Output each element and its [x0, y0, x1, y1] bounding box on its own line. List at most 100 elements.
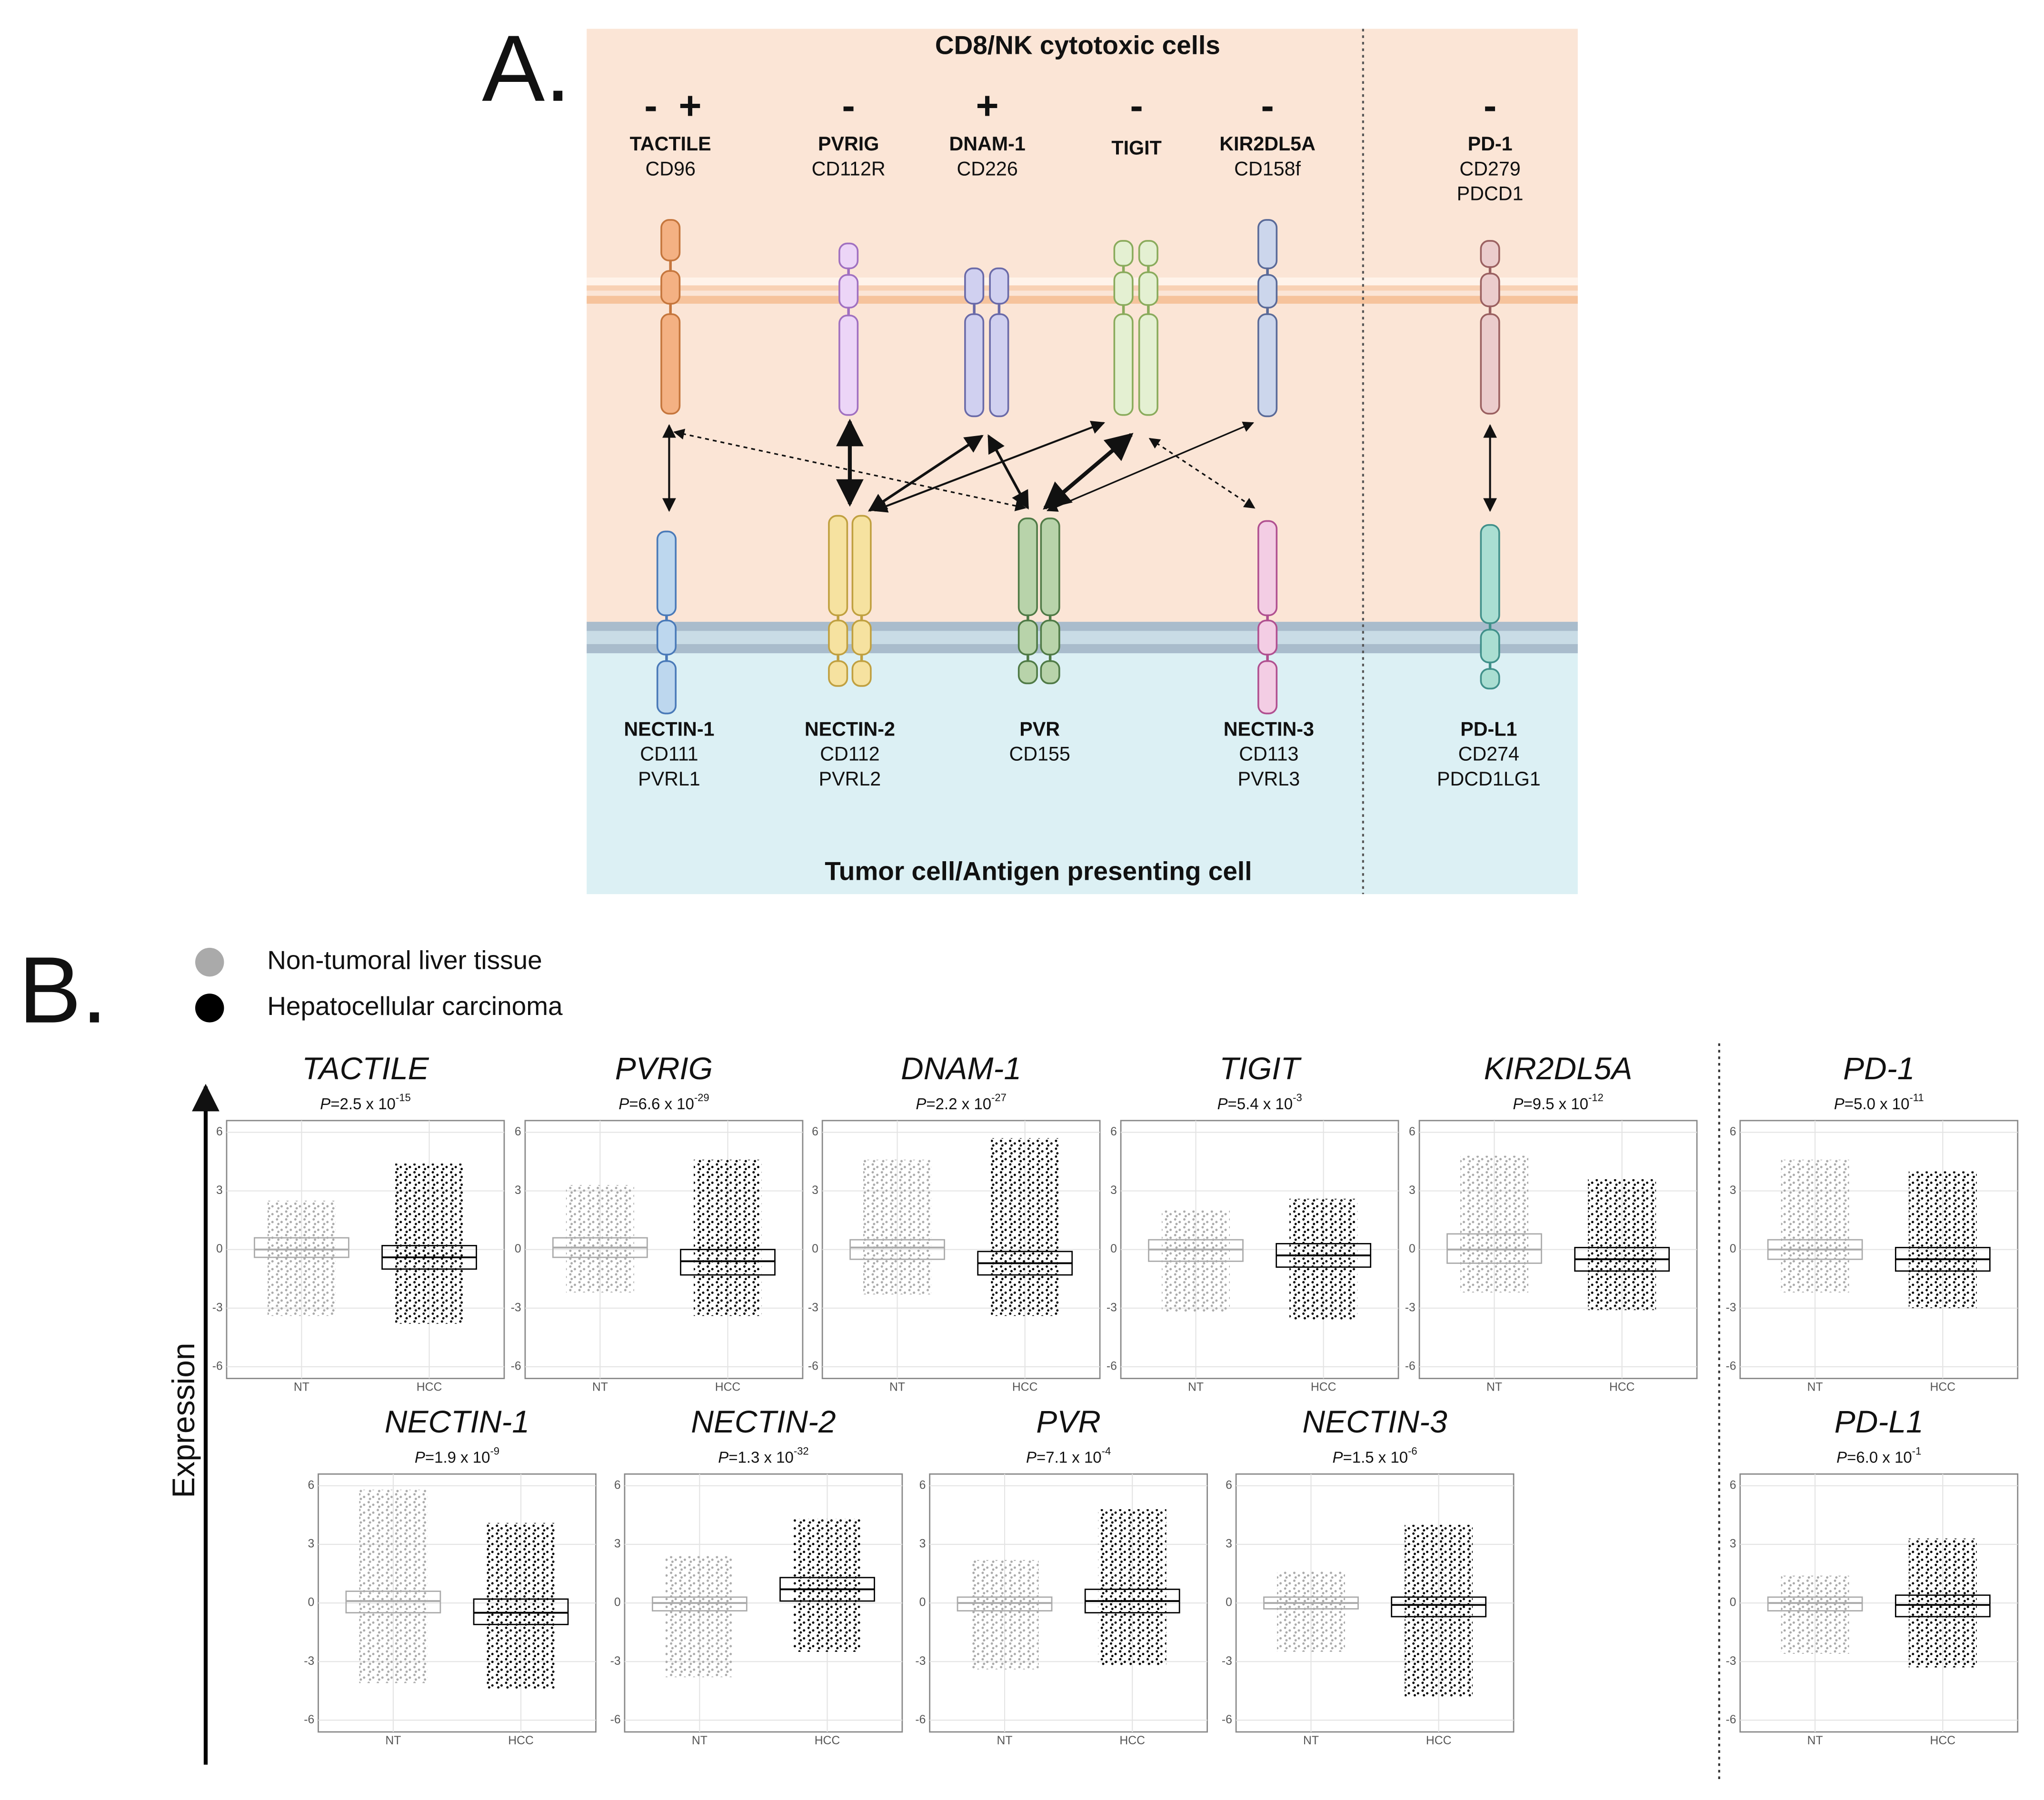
y-tick-label: 6 — [1409, 1125, 1416, 1138]
domain — [964, 267, 985, 305]
y-tick-label: 0 — [812, 1243, 818, 1255]
y-tick-label: 6 — [614, 1479, 621, 1492]
box — [651, 1596, 748, 1611]
y-tick-label: -3 — [1107, 1301, 1117, 1314]
p-exponent: -32 — [794, 1445, 809, 1457]
domain — [656, 530, 677, 617]
x-tick-label: NT — [997, 1734, 1013, 1747]
domain — [1257, 219, 1278, 269]
domain — [1480, 313, 1500, 415]
y-tick-label: 0 — [1226, 1596, 1232, 1609]
x-tick-label: NT — [1807, 1381, 1823, 1393]
y-tick-label: -3 — [1726, 1301, 1736, 1314]
receptor-name: TIGIT — [1111, 137, 1161, 159]
point-cloud — [665, 1556, 734, 1678]
y-tick-label: 6 — [515, 1125, 521, 1138]
domain — [1480, 628, 1500, 664]
x-tick-label: HCC — [508, 1734, 534, 1747]
ligand-alias: CD274 — [1458, 743, 1519, 765]
tumor-cell-bg — [587, 626, 1578, 895]
domain — [1017, 660, 1038, 685]
box — [1148, 1239, 1244, 1262]
p-symbol: P — [718, 1448, 728, 1466]
point-cloud — [1460, 1155, 1528, 1293]
x-tick-label: HCC — [815, 1734, 840, 1747]
domain — [656, 619, 677, 656]
effect-sign: - — [842, 84, 855, 128]
ligand-alias: PVRL2 — [819, 768, 881, 790]
point-cloud — [1781, 1159, 1849, 1293]
y-tick-label: -6 — [304, 1713, 314, 1726]
p-mantissa: =5.0 x 10 — [1845, 1095, 1910, 1113]
y-tick-label: -3 — [304, 1655, 314, 1668]
point-cloud — [970, 1560, 1039, 1670]
effect-sign: + — [976, 84, 999, 128]
y-tick-label: -6 — [1222, 1713, 1232, 1726]
x-tick-label: HCC — [715, 1381, 741, 1393]
point-cloud — [267, 1201, 336, 1316]
domain — [828, 619, 848, 656]
gene-title: PD-1 — [1843, 1051, 1914, 1086]
p-mantissa: =9.5 x 10 — [1523, 1095, 1588, 1113]
y-tick-label: -3 — [1726, 1655, 1736, 1668]
x-tick-label: NT — [1486, 1381, 1502, 1393]
y-tick-label: 3 — [515, 1184, 521, 1197]
p-mantissa: =6.6 x 10 — [629, 1095, 694, 1113]
y-tick-label: 6 — [1110, 1125, 1117, 1138]
point-cloud — [1781, 1575, 1849, 1654]
p-exponent: -11 — [1909, 1092, 1924, 1104]
legend-label: Non-tumoral liver tissue — [267, 945, 542, 975]
y-tick-label: 3 — [812, 1184, 818, 1197]
y-tick-label: -3 — [1405, 1301, 1416, 1314]
gene-title: KIR2DL5A — [1484, 1051, 1633, 1086]
ligand-alias: PDCD1LG1 — [1437, 768, 1541, 790]
x-tick-label: NT — [294, 1381, 309, 1393]
y-tick-label: -3 — [212, 1301, 223, 1314]
x-tick-label: NT — [692, 1734, 708, 1747]
point-cloud — [1908, 1538, 1977, 1668]
domain — [1257, 520, 1278, 617]
y-tick-label: 3 — [308, 1538, 314, 1551]
effect-sign: - — [1130, 84, 1143, 128]
gene-title: NECTIN-1 — [385, 1404, 529, 1439]
panel-label: B. — [19, 937, 108, 1043]
membrane — [587, 277, 1578, 286]
x-tick-label: NT — [385, 1734, 401, 1747]
y-tick-label: 3 — [1730, 1538, 1736, 1551]
x-tick-label: HCC — [417, 1381, 442, 1393]
gene-title: TACTILE — [302, 1051, 429, 1086]
domain — [1480, 272, 1500, 308]
gene-title: NECTIN-2 — [691, 1404, 836, 1439]
p-value: P=1.5 x 10-6 — [1332, 1445, 1417, 1466]
ligand-alias: PVRL1 — [638, 768, 700, 790]
p-value: P=5.4 x 10-3 — [1217, 1092, 1302, 1113]
y-tick-label: 0 — [216, 1243, 223, 1255]
domain — [851, 619, 872, 656]
domain — [851, 515, 872, 617]
p-exponent: -6 — [1408, 1445, 1417, 1457]
domain — [1257, 660, 1278, 715]
point-cloud — [1289, 1199, 1358, 1320]
ligand-name: NECTIN-2 — [805, 718, 895, 740]
box — [254, 1237, 349, 1258]
box — [1894, 1594, 1991, 1618]
receptor-alias: CD112R — [812, 158, 886, 179]
x-tick-label: HCC — [1311, 1381, 1336, 1393]
x-tick-label: NT — [1303, 1734, 1319, 1747]
y-tick-label: 3 — [1110, 1184, 1117, 1197]
receptor-name: TACTILE — [630, 133, 711, 155]
y-tick-label: -6 — [915, 1713, 926, 1726]
y-tick-label: 3 — [1409, 1184, 1416, 1197]
y-tick-label: 3 — [919, 1538, 926, 1551]
domain — [1113, 240, 1134, 267]
ligand-alias: CD113 — [1239, 743, 1298, 765]
x-tick-label: HCC — [1119, 1734, 1145, 1747]
domain — [1138, 313, 1158, 416]
effect-sign: + — [678, 84, 701, 128]
p-mantissa: =2.5 x 10 — [330, 1095, 396, 1113]
p-exponent: -29 — [694, 1092, 709, 1104]
y-tick-label: 0 — [1730, 1243, 1736, 1255]
y-tick-label: -3 — [808, 1301, 818, 1314]
p-symbol: P — [1332, 1448, 1343, 1466]
